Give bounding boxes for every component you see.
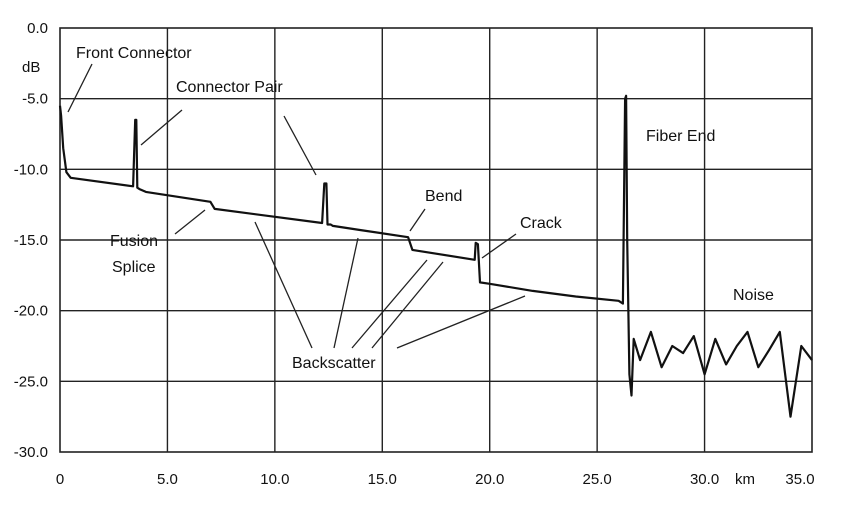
leader-connector-pair-2 <box>283 115 317 176</box>
x-tick-label: 35.0 <box>785 471 814 488</box>
x-tick-label: 0 <box>56 471 64 488</box>
x-tick-label: 15.0 <box>368 471 397 488</box>
leader-crack <box>481 233 517 259</box>
annotations: Front Connector Connector Pair Fusion Sp… <box>67 45 774 372</box>
trace-series <box>58 94 813 418</box>
leader-backscatter-1 <box>254 221 313 349</box>
annotation-front-connector: Front Connector <box>76 45 192 62</box>
annotation-bend: Bend <box>425 188 462 205</box>
plot-frame <box>59 27 813 453</box>
annotation-noise: Noise <box>733 287 774 304</box>
leader-backscatter-3 <box>351 259 428 349</box>
annotation-crack: Crack <box>520 215 563 232</box>
x-tick-label: 20.0 <box>475 471 504 488</box>
x-tick-label: 25.0 <box>583 471 612 488</box>
leader-front-connector <box>67 63 93 113</box>
annotation-connector-pair: Connector Pair <box>176 79 283 96</box>
y-tick-label: -20.0 <box>14 303 48 320</box>
x-tick-label: 10.0 <box>260 471 289 488</box>
leader-connector-pair <box>140 109 183 146</box>
leader-backscatter-4 <box>371 261 444 349</box>
x-tick-label: 30.0 <box>690 471 719 488</box>
x-unit-label: km <box>735 471 755 488</box>
annotation-splice: Splice <box>112 259 156 276</box>
leader-fusion-splice <box>174 209 206 235</box>
annotation-backscatter: Backscatter <box>292 355 376 372</box>
y-tick-label: -25.0 <box>14 373 48 390</box>
x-tick-label: 5.0 <box>157 471 178 488</box>
annotation-fusion: Fusion <box>110 233 158 250</box>
otdr-trace-line <box>58 94 813 418</box>
y-tick-label: -10.0 <box>14 161 48 178</box>
y-unit-label: dB <box>22 59 40 76</box>
chart-grid <box>60 28 812 452</box>
y-tick-label: -5.0 <box>22 91 48 108</box>
leader-backscatter-2 <box>333 237 359 349</box>
y-tick-label: -30.0 <box>14 444 48 461</box>
leader-bend <box>409 208 426 232</box>
leader-backscatter-5 <box>396 295 526 349</box>
chart-ticks: 0.0 -5.0 -10.0 -15.0 -20.0 -25.0 -30.0 0 5.0 10.0… <box>14 20 815 488</box>
y-tick-label: -15.0 <box>14 232 48 249</box>
annotation-fiber-end: Fiber End <box>646 128 715 145</box>
y-tick-label: 0.0 <box>27 20 48 37</box>
